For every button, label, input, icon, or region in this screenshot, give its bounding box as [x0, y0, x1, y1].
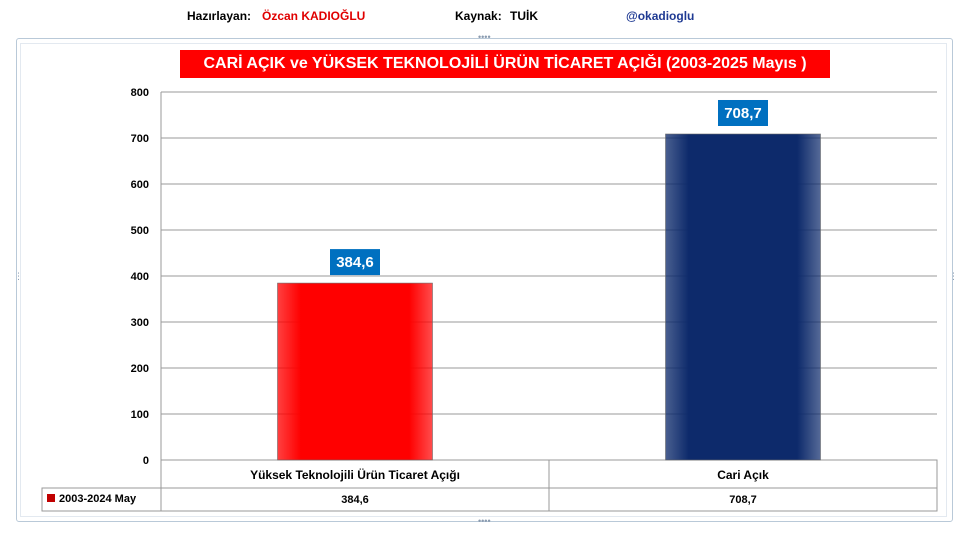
resize-handle-top[interactable]: •••• — [478, 32, 491, 42]
y-tick-label: 100 — [131, 409, 149, 421]
source-name: TUİK — [510, 9, 538, 23]
data-label-box — [330, 249, 380, 276]
chart-title: CARİ AÇIK ve YÜKSEK TEKNOLOJİLİ ÜRÜN TİC… — [180, 50, 830, 78]
y-tick-label: 400 — [131, 271, 149, 283]
data-label-box — [718, 99, 768, 126]
resize-handle-left[interactable]: ⋮ — [14, 271, 23, 281]
y-tick-label: 0 — [143, 455, 149, 467]
legend-key — [47, 494, 55, 502]
table-data-row — [41, 487, 938, 512]
author-name: Özcan KADIOĞLU — [262, 9, 366, 23]
table-cell: 708,7 — [729, 494, 757, 506]
resize-handle-right[interactable]: ⋮ — [949, 271, 958, 281]
twitter-handle: @okadioglu — [626, 9, 695, 23]
category-label: Cari Açık — [717, 468, 769, 482]
table-row-label: 2003-2024 May — [59, 493, 137, 505]
data-label: 708,7 — [724, 105, 762, 122]
resize-handle-bottom[interactable]: •••• — [478, 516, 491, 526]
y-tick-label: 300 — [131, 317, 149, 329]
source-label: Kaynak: — [455, 9, 502, 23]
prepared-by-label: Hazırlayan: — [187, 9, 252, 23]
bar-1 — [665, 133, 821, 461]
chart-area-border — [20, 43, 947, 517]
y-tick-label: 200 — [131, 363, 149, 375]
bar-0 — [277, 282, 433, 461]
table-cell: 384,6 — [341, 494, 369, 506]
y-tick-label: 500 — [131, 225, 149, 237]
y-tick-label: 800 — [131, 87, 149, 99]
y-tick-label: 600 — [131, 179, 149, 191]
data-label: 384,6 — [336, 254, 374, 271]
y-tick-label: 700 — [131, 133, 149, 145]
header: Hazırlayan: Özcan KADIOĞLU Kaynak: TUİK … — [0, 9, 969, 27]
category-label: Yüksek Teknolojili Ürün Ticaret Açığı — [250, 467, 460, 482]
